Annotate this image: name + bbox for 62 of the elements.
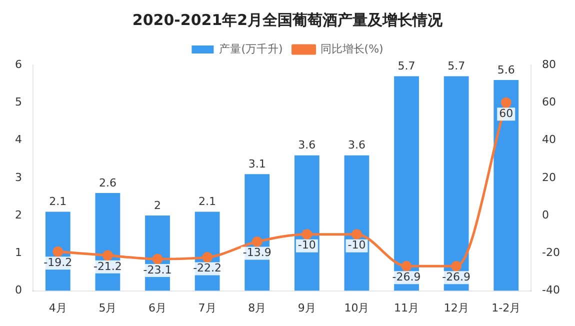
y-tick-label: 2 [15,208,22,222]
x-tick-label: 8月 [248,301,266,314]
point [500,97,512,108]
y-tick-label: 4 [15,133,22,146]
data-label: 3.6 [348,138,366,152]
y2-tick-label: 80 [542,58,556,71]
data-label: 2.6 [98,176,116,190]
point [52,246,64,257]
data-label: -21.2 [93,260,122,273]
bar [394,76,419,291]
data-label: 2.1 [198,195,216,208]
point [302,229,312,240]
data-label: 5.7 [398,60,416,73]
point [152,254,163,264]
data-label: -19.2 [44,256,72,270]
x-tick-label: 7月 [198,301,216,314]
y2-tick-label: 60 [542,95,556,108]
x-tick-label: 1-2月 [492,301,521,314]
x-tick-label: 4月 [48,301,67,314]
legend-label: 产量(万千升) [219,42,283,56]
point [351,229,362,240]
x-tick-label: 12月 [444,301,469,314]
x-tick-label: 5月 [98,301,117,314]
data-label: -26.9 [442,270,471,284]
y-tick-label: 0 [15,284,22,297]
chart-title: 2020-2021年2月全国葡萄酒产量及增长情况 [132,10,444,29]
bar [494,80,519,291]
data-label: -26.9 [392,270,421,284]
data-label: 5.6 [497,63,515,76]
bar [344,155,370,291]
point [252,236,262,247]
x-tick-label: 9月 [298,301,316,314]
x-tick-label: 6月 [148,301,167,314]
x-tick-label: 11月 [394,301,420,314]
y-tick-label: 5 [15,95,22,108]
data-label: 2.1 [49,195,67,208]
data-label: -10 [348,238,366,252]
y2-tick-label: 20 [542,170,556,184]
data-label: 3.6 [298,138,316,152]
point [451,260,462,272]
point [401,260,412,272]
x-tick-label: 10月 [344,301,370,314]
y2-tick-label: -40 [542,284,560,297]
legend-label: 同比增长(%) [320,42,384,56]
data-label: -13.9 [242,246,272,260]
data-label: -10 [298,238,316,252]
data-label: 60 [499,106,514,120]
point [102,250,113,261]
y-tick-label: 6 [15,58,22,71]
data-label: -22.2 [193,262,222,275]
y2-tick-label: -20 [542,246,560,260]
y-tick-label: 1 [15,246,22,260]
y-tick-label: 3 [15,170,22,184]
bar [444,76,469,291]
bar [294,155,320,291]
data-label: 3.1 [248,157,266,170]
y2-tick-label: 40 [542,133,556,146]
data-label: 2 [154,198,162,212]
data-label: 5.7 [448,60,466,73]
data-label: -23.1 [143,263,172,276]
y2-tick-label: 0 [542,208,550,222]
point [202,252,213,263]
